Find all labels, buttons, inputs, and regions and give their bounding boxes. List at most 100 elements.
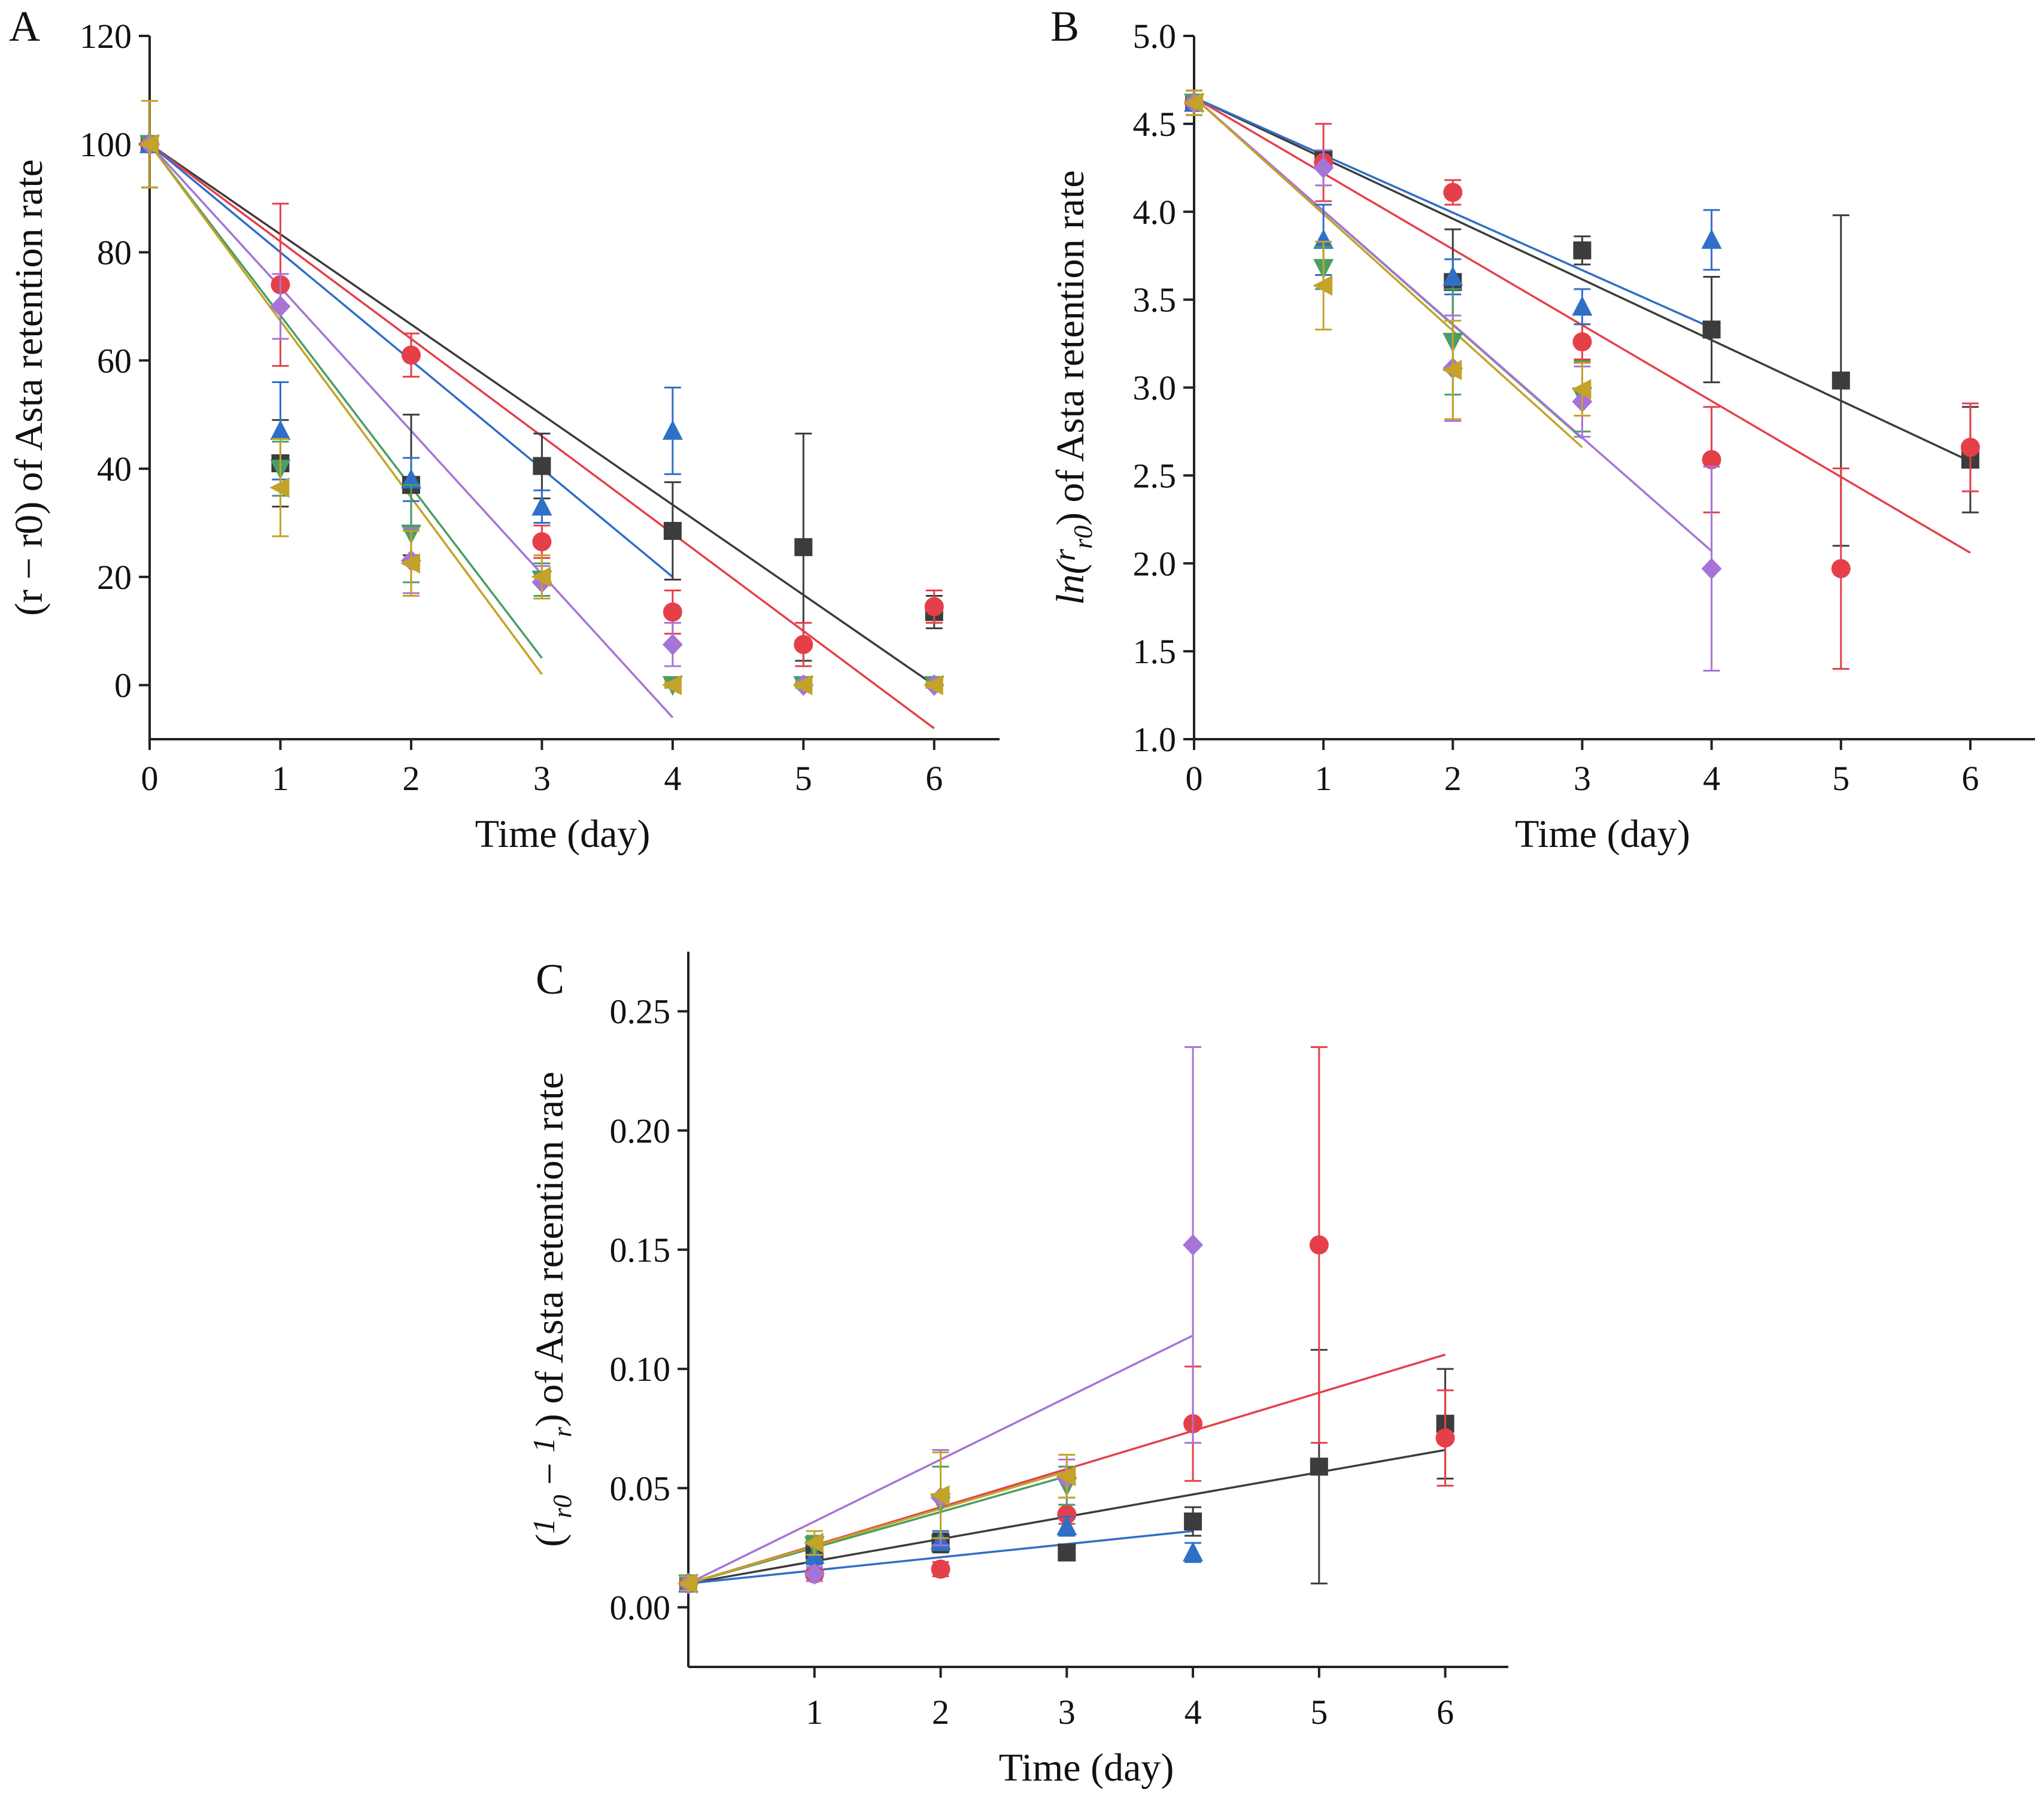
ylabel-one-b: 1 (527, 1437, 561, 1453)
purple-diamond-point (1313, 157, 1334, 179)
y-tick-label: 1.0 (1133, 720, 1177, 759)
blue-triangle-up-point (531, 496, 552, 516)
gold-triangle-left-point (1056, 1466, 1076, 1487)
ylabel-denominator: r0 (1068, 526, 1098, 549)
ylabel-open: ( (528, 1534, 572, 1547)
purple-diamond-point (662, 633, 683, 655)
ylabel-rest: ) of Asta retention rate (1049, 170, 1092, 526)
x-tick-label: 1 (806, 1693, 823, 1732)
black-square-point (533, 457, 551, 475)
y-tick-label: 80 (97, 233, 132, 272)
panel-label: B (1050, 2, 1079, 50)
x-axis-title: Time (day) (475, 812, 651, 856)
x-tick-label: 4 (1703, 759, 1720, 798)
gold-triangle-left-point (139, 133, 159, 154)
y-tick-label: 2.0 (1133, 544, 1177, 583)
gold-triangle-left-fit-line (688, 1470, 1067, 1585)
x-tick-label: 6 (1436, 1693, 1454, 1732)
red-circle-point (794, 634, 813, 654)
red-circle-point (401, 345, 421, 365)
y-tick-label: 0.25 (610, 992, 671, 1031)
y-tick-label: 1.5 (1133, 632, 1177, 671)
red-circle-point (663, 602, 682, 622)
gold-triangle-left-point (269, 477, 290, 498)
gold-triangle-left-fit-line (1193, 96, 1583, 448)
x-tick-label: 4 (664, 759, 681, 798)
panel-a: A 0 20 40 60 80 100 120 0 1 2 3 4 5 6 Time (day) (r − r0… (7, 2, 1000, 856)
gold-triangle-left-point (678, 1573, 697, 1594)
x-tick-label: 3 (1574, 759, 1591, 798)
x-tick-label: 3 (533, 759, 551, 798)
x-tick-label: 6 (1961, 759, 1979, 798)
y-tick-label: 100 (80, 125, 132, 164)
ylabel-minus: − (528, 1453, 572, 1495)
blue-triangle-up-point (1442, 266, 1463, 286)
blue-triangle-up-point (1183, 1541, 1204, 1562)
y-tick-label: 60 (97, 341, 132, 380)
purple-diamond-point (270, 295, 291, 317)
x-axis-title: Time (day) (1515, 812, 1690, 856)
green-triangle-down-fit-line (148, 143, 543, 659)
black-square-point (1702, 320, 1721, 339)
y-tick-label: 20 (97, 558, 132, 597)
red-circle-point (931, 1559, 950, 1579)
y-tick-label: 4.5 (1133, 105, 1177, 144)
x-axis-title: Time (day) (999, 1746, 1174, 1790)
gold-triangle-left-fit-line (148, 143, 543, 675)
blue-triangle-up-point (1572, 296, 1593, 316)
black-square-point (1058, 1543, 1076, 1562)
y-axis-title: (r − r0) of Asta retention rate (7, 159, 51, 616)
ylabel-r0: r0 (548, 1495, 577, 1518)
y-tick-label: 0.10 (610, 1350, 671, 1389)
ylabel-r: r (548, 1426, 577, 1437)
blue-triangle-up-point (1701, 229, 1722, 249)
gold-triangle-left-point (923, 675, 943, 695)
x-tick-label: 6 (925, 759, 943, 798)
y-tick-label: 0.00 (610, 1588, 671, 1627)
black-square-point (794, 538, 813, 557)
gold-triangle-left-point (1313, 275, 1333, 296)
red-circle-point (1443, 183, 1463, 202)
panel-c: C 0.00 0.05 0.10 0.15 0.20 0.25 1 2 3 4 5 6 Time (day… (527, 952, 1508, 1790)
red-circle-point (1057, 1505, 1077, 1524)
black-square-point (1832, 371, 1850, 390)
y-tick-label: 5.0 (1133, 17, 1177, 56)
x-tick-label: 5 (1832, 759, 1849, 798)
y-axis-title: ln(rr0) of Asta retention rate (1048, 170, 1098, 605)
x-tick-label: 1 (272, 759, 289, 798)
gold-triangle-left-point (930, 1485, 950, 1506)
x-tick-label: 0 (141, 759, 159, 798)
x-tick-label: 0 (1186, 759, 1203, 798)
gold-triangle-left-point (792, 675, 813, 695)
purple-diamond-point (1183, 1234, 1204, 1256)
blue-triangle-up-point (1056, 1515, 1077, 1535)
y-tick-label: 2.5 (1133, 456, 1177, 495)
y-tick-label: 0 (114, 666, 132, 705)
gold-triangle-left-point (400, 553, 420, 574)
red-circle-point (1435, 1428, 1455, 1448)
y-tick-label: 0.20 (610, 1111, 671, 1150)
blue-triangle-up-point (1313, 229, 1334, 249)
blue-triangle-up-point (662, 420, 683, 440)
gold-triangle-left-point (1571, 379, 1592, 400)
black-square-point (663, 522, 682, 540)
purple-diamond-point (1701, 558, 1722, 580)
ylabel-rest: ) of Asta retention rate (528, 1071, 572, 1427)
red-circle-point (924, 597, 944, 616)
blue-triangle-up-fit-line (688, 1530, 1193, 1585)
x-tick-label: 2 (932, 1693, 949, 1732)
x-tick-label: 3 (1058, 1693, 1076, 1732)
black-square-point (1310, 1457, 1328, 1476)
panel-b: B 1.0 1.5 2.0 2.5 3.0 3.5 4.0 4.5 5.0 0 1 2 3 4 5 6 Time … (1048, 2, 2035, 856)
x-tick-label: 2 (402, 759, 420, 798)
gold-triangle-left-point (531, 566, 551, 587)
panel-label: A (9, 2, 40, 50)
ylabel-numerator: r (1048, 548, 1082, 561)
red-circle-point (1572, 332, 1592, 352)
red-circle-point (1831, 559, 1851, 579)
x-tick-label: 1 (1315, 759, 1332, 798)
red-circle-point (1309, 1235, 1329, 1255)
x-tick-label: 5 (1310, 1693, 1328, 1732)
y-tick-label: 4.0 (1133, 193, 1177, 232)
